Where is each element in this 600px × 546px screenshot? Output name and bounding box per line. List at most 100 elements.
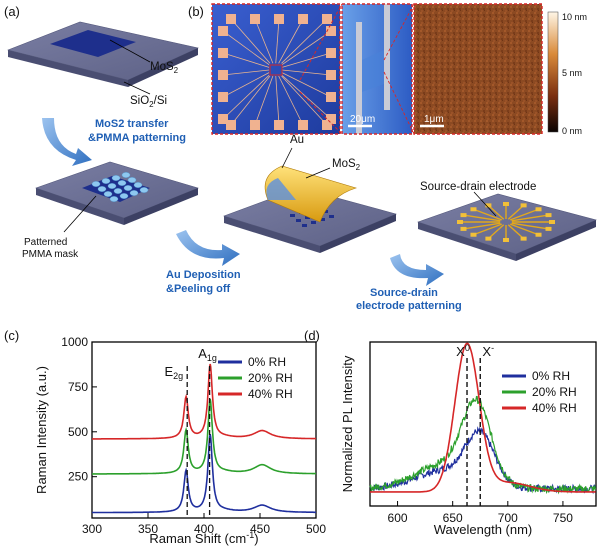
process-arrow-3 xyxy=(390,254,444,286)
pmma-dot xyxy=(129,190,139,196)
raman-series-line xyxy=(92,433,316,514)
pl-legend-label: 20% RH xyxy=(532,385,577,399)
peeled-au-film xyxy=(264,165,358,223)
raman-xlabel: Raman Shift (cm-1) xyxy=(149,530,258,546)
raman-ytick: 1000 xyxy=(61,335,88,349)
pmma-dot xyxy=(133,182,143,188)
pmma-dot xyxy=(139,187,149,193)
mos2-label-peel: MoS2 xyxy=(332,158,361,172)
sd-pad xyxy=(520,203,527,208)
pmma-dot xyxy=(117,180,127,186)
pl-xtick: 750 xyxy=(553,511,573,525)
electrode-pad xyxy=(274,120,284,130)
sd-pad xyxy=(470,232,477,237)
sd-pad xyxy=(503,238,509,242)
au-label: Au xyxy=(290,134,304,146)
pmma-dot xyxy=(123,185,133,191)
step2-line1: Au Deposition xyxy=(166,269,241,281)
zoom-image: 20μm xyxy=(341,3,413,135)
pmma-dot xyxy=(103,191,113,197)
electrode-pad xyxy=(250,120,260,130)
sd-pad xyxy=(520,236,527,241)
pl-xlabel: Wavelength (nm) xyxy=(434,522,533,537)
substrate-slab-1 xyxy=(7,21,199,87)
optical-image xyxy=(211,3,341,135)
raman-ytick: 500 xyxy=(68,425,88,439)
sd-pad xyxy=(545,226,552,231)
patterned-square xyxy=(320,218,325,221)
sd-pad xyxy=(457,220,463,224)
raman-series-line xyxy=(92,363,316,440)
raman-peak-label: E2g xyxy=(165,364,184,381)
electrode-pad-array xyxy=(218,14,336,130)
pl-legend-label: 40% RH xyxy=(532,401,577,415)
patterned-square xyxy=(296,219,301,222)
sio2-label: SiO2/Si xyxy=(130,95,167,109)
pmma-dot xyxy=(113,188,123,194)
patterned-square xyxy=(302,224,307,227)
pl-xtick: 650 xyxy=(443,511,463,525)
electrode-pad xyxy=(226,14,236,24)
raman-legend-label: 20% RH xyxy=(248,371,293,385)
pl-series-line xyxy=(369,395,597,495)
substrate-slab-3 xyxy=(223,165,397,253)
sd-pad xyxy=(470,207,477,212)
electrode-pad xyxy=(298,14,308,24)
raman-xtick: 350 xyxy=(138,522,158,536)
colorbar-tick-top: 10 nm xyxy=(562,12,587,22)
raman-xtick: 450 xyxy=(250,522,270,536)
colorbar-tick-mid: 5 nm xyxy=(562,68,582,78)
pmma-dot xyxy=(111,175,121,181)
patterned-square xyxy=(290,214,295,217)
raman-legend-label: 40% RH xyxy=(248,387,293,401)
raman-peak-label: A1g xyxy=(198,346,217,363)
scale-bar-20um: 20μm xyxy=(350,114,375,125)
pl-chart: 600 650 700 750 Wavelength (nm) Normalized PL… xyxy=(340,341,597,537)
pmma-dot xyxy=(91,181,101,187)
panel-label-d: (d) xyxy=(304,328,320,343)
raman-xtick: 300 xyxy=(82,522,102,536)
sd-pad xyxy=(549,220,555,224)
raman-ytick: 750 xyxy=(68,380,88,394)
patterned-square xyxy=(323,210,328,213)
electrode-pad xyxy=(326,114,336,124)
mask-label-line1: Patterned xyxy=(24,237,67,248)
pmma-dot xyxy=(101,178,111,184)
pmma-dot xyxy=(109,196,119,202)
process-arrow-1 xyxy=(42,118,92,166)
electrode-pad xyxy=(298,120,308,130)
pl-ylabel: Normalized PL Intensity xyxy=(340,355,355,492)
step3-line1: Source-drain xyxy=(370,287,438,299)
pl-legend-label: 0% RH xyxy=(532,369,570,383)
sd-pad xyxy=(485,236,492,241)
electrode-pad xyxy=(326,70,336,80)
electrode-pad xyxy=(322,120,332,130)
electrode-pad xyxy=(218,70,228,80)
pmma-dot-array xyxy=(91,172,149,202)
afm-image: 1μm xyxy=(413,3,543,135)
mask-label-line2: PMMA mask xyxy=(22,249,79,260)
panel-label-c: (c) xyxy=(4,328,19,343)
pmma-dot xyxy=(119,193,129,199)
process-arrow-2 xyxy=(176,230,240,266)
sd-pad xyxy=(460,213,467,218)
electrode-pad xyxy=(322,14,332,24)
panel-label-b: (b) xyxy=(188,4,204,19)
scale-bar-1um: 1μm xyxy=(424,114,444,125)
sd-pad xyxy=(503,202,509,206)
electrode-pad xyxy=(326,26,336,36)
substrate-slab-4 xyxy=(417,193,597,261)
pl-peak-label: X0 xyxy=(456,343,470,359)
step1-line1: MoS2 transfer xyxy=(95,118,169,130)
pmma-dot xyxy=(97,186,107,192)
sd-pad xyxy=(545,213,552,218)
mos2-label: MoS2 xyxy=(150,61,179,75)
pmma-dot xyxy=(121,172,131,178)
raman-series-line xyxy=(92,398,316,475)
pl-xtick: 700 xyxy=(498,511,518,525)
sd-electrode-label: Source-drain electrode xyxy=(420,181,536,193)
raman-ylabel: Raman Intensity (a.u.) xyxy=(34,366,49,494)
electrode-pad xyxy=(250,14,260,24)
raman-xtick: 500 xyxy=(306,522,326,536)
